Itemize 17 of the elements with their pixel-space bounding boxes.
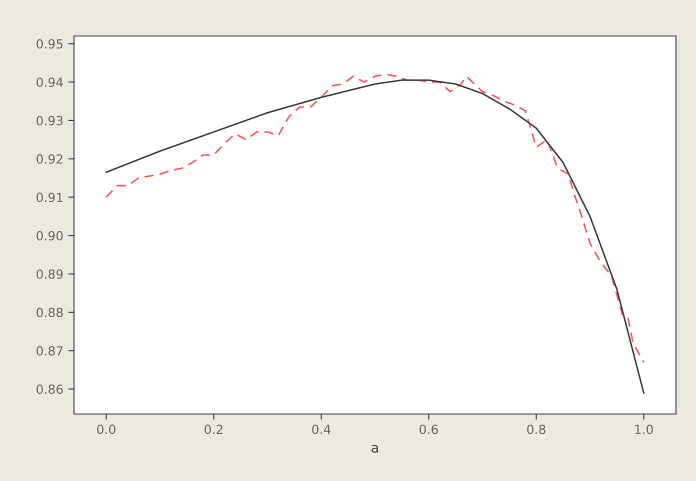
x-tick-label: 0.4 [312, 424, 330, 434]
y-tick-label: 0.86 [36, 384, 63, 394]
x-tick-label: 0.2 [204, 424, 222, 434]
y-tick-label: 0.90 [36, 231, 63, 240]
x-tick-label: 0.8 [527, 424, 546, 434]
y-tick-label: 0.89 [36, 269, 63, 279]
y-tick-label: 0.94 [36, 78, 63, 87]
y-tick-label: 0.93 [36, 116, 63, 126]
x-tick-label: 0.0 [97, 424, 116, 434]
y-tick-label: 0.88 [36, 308, 63, 318]
y-tick-label: 0.92 [36, 154, 62, 164]
x-axis-title: a [372, 444, 378, 453]
x-tick-label: 1.0 [635, 424, 653, 434]
y-tick-label: 0.87 [36, 346, 63, 356]
y-tick-label: 0.91 [36, 192, 62, 202]
y-tick-label: 0.95 [36, 39, 62, 49]
x-tick-label: 0.6 [420, 424, 438, 434]
